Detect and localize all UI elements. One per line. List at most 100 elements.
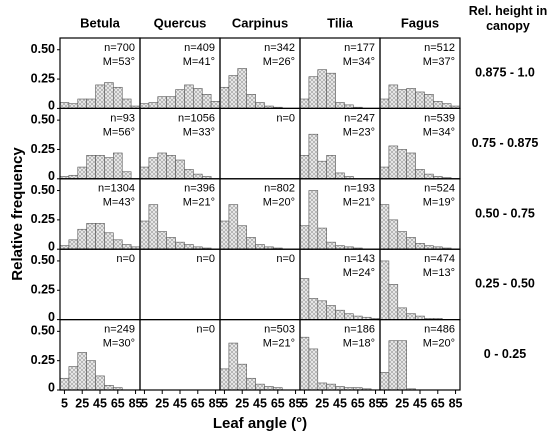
x-tick-label: 5 (141, 396, 148, 410)
x-tick-label: 45 (333, 396, 347, 410)
panel-annotation: n=700 (104, 42, 135, 54)
x-tick-label: 65 (431, 396, 445, 410)
bar (175, 89, 185, 109)
bar (335, 309, 345, 320)
bar (379, 372, 390, 391)
x-tick-label: 25 (75, 396, 89, 410)
bar (219, 220, 230, 250)
bar (121, 98, 132, 109)
bar (113, 152, 123, 180)
bar (77, 352, 87, 391)
bar (299, 336, 310, 391)
panel-annotation: n=512 (424, 42, 455, 54)
bar (86, 98, 96, 109)
bar (326, 241, 336, 250)
bar (193, 173, 203, 180)
bar (299, 98, 310, 109)
panel-annotation: n=249 (104, 324, 135, 336)
bar (184, 84, 194, 109)
bar (308, 133, 319, 180)
y-tick-label: 0 (48, 239, 55, 253)
bar (77, 228, 87, 250)
bar (104, 232, 114, 250)
bar (86, 223, 96, 250)
bar (237, 68, 247, 109)
bar (388, 284, 399, 320)
bar (255, 244, 265, 250)
panel-annotation: n=247 (344, 112, 375, 124)
panel-annotation: n=186 (344, 324, 375, 336)
y-tick-label: 0.50 (31, 324, 55, 338)
bar (157, 231, 167, 250)
bar (175, 241, 185, 250)
bar (424, 173, 434, 180)
bar (344, 313, 354, 320)
x-tick-label: 45 (173, 396, 187, 410)
bar (246, 237, 256, 250)
panel-annotation: n=0 (196, 324, 215, 336)
bar (388, 340, 399, 391)
x-tick-label: 5 (61, 396, 68, 410)
panel-annotation: M=18° (343, 338, 375, 350)
bar (228, 342, 239, 391)
bar (210, 101, 221, 109)
bar (148, 102, 159, 109)
panel-annotation: M=21° (183, 197, 215, 209)
bar (121, 171, 132, 180)
bar (121, 244, 132, 250)
panel-annotation: M=19° (423, 197, 455, 209)
bar (104, 157, 114, 180)
panel-annotation: M=13° (423, 267, 455, 279)
y-tick-label: 0.25 (31, 353, 55, 367)
bar (388, 145, 399, 180)
x-tick-label: 85 (129, 396, 143, 410)
y-tick-label: 0.50 (31, 253, 55, 267)
bar (157, 96, 167, 109)
bar (388, 219, 399, 250)
bar (317, 227, 327, 250)
bar (86, 360, 96, 391)
x-axis-label: Leaf angle (°) (213, 415, 307, 432)
panel-annotation: M=37° (423, 56, 455, 68)
bar (299, 155, 310, 180)
panel-annotation: n=396 (184, 183, 215, 195)
bar (415, 169, 425, 180)
bar (326, 155, 336, 180)
bar (433, 101, 443, 109)
panel-annotation: M=30° (103, 338, 135, 350)
bar (228, 75, 239, 109)
y-tick-label: 0 (48, 169, 55, 183)
panel-annotation: M=53° (103, 56, 135, 68)
bar (95, 84, 105, 109)
column-header: Fagus (401, 15, 439, 30)
bar (237, 363, 247, 391)
bar (379, 166, 390, 180)
panel-annotation: n=802 (264, 183, 295, 195)
x-tick-label: 65 (111, 396, 125, 410)
y-tick-label: 0.50 (31, 42, 55, 56)
panel-annotation: n=474 (424, 253, 455, 265)
bar (308, 190, 319, 250)
bar (193, 88, 203, 109)
panel-annotation: M=20° (423, 338, 455, 350)
bar (219, 368, 230, 391)
bar (317, 382, 327, 391)
bar (406, 313, 416, 320)
bar (166, 237, 176, 250)
panel-annotation: n=143 (344, 253, 375, 265)
bar (219, 86, 230, 109)
bar (255, 102, 265, 109)
panel-annotation: M=26° (263, 56, 295, 68)
panel-annotation: n=177 (344, 42, 375, 54)
column-header: Tilia (327, 15, 354, 30)
panel-annotation: n=524 (424, 183, 455, 195)
y-tick-label: 0 (48, 380, 55, 394)
panel-annotation: n=1304 (98, 183, 135, 195)
bar (317, 300, 327, 320)
bar (326, 383, 336, 391)
panel-annotation: n=486 (424, 324, 455, 336)
panel-annotation: n=0 (276, 112, 295, 124)
bar (406, 152, 416, 180)
x-tick-label: 85 (449, 396, 463, 410)
